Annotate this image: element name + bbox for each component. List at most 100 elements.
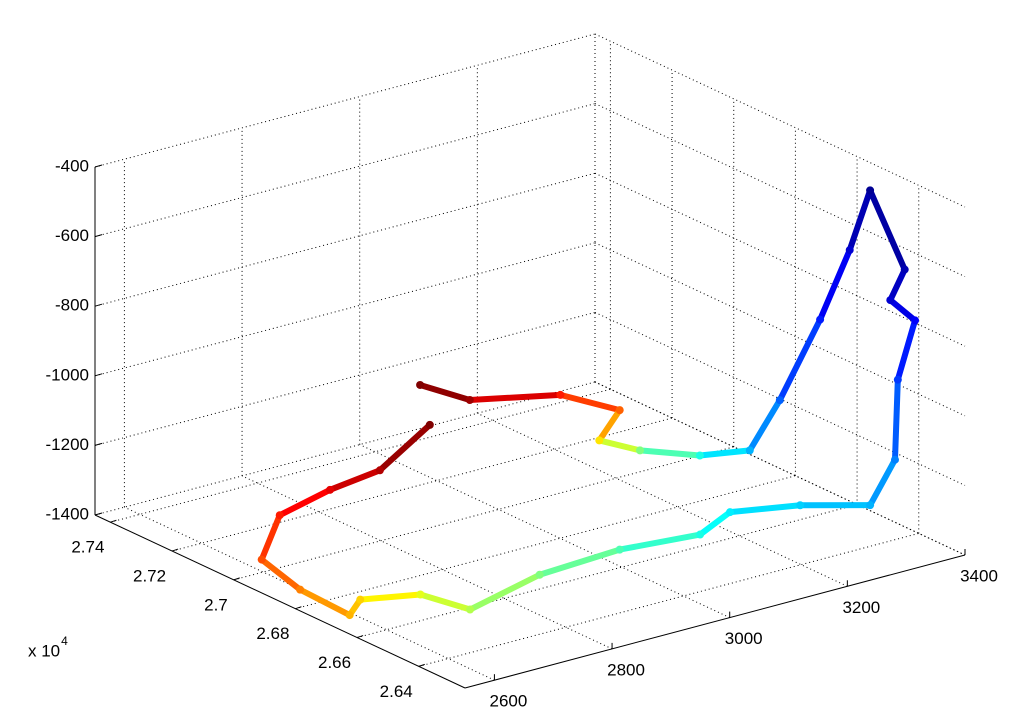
y-tick-label: 2.64 <box>380 682 413 701</box>
trajectory-point <box>695 451 704 460</box>
trajectory-segment <box>596 437 644 454</box>
grid-line <box>94 172 596 307</box>
trajectory-point <box>615 406 624 415</box>
trajectory-segment <box>557 391 623 414</box>
trajectory-point <box>866 501 875 510</box>
x-tick-label: 3200 <box>842 598 880 617</box>
y-tick <box>110 519 117 523</box>
trajectory-segment <box>376 421 433 474</box>
trajectory-segment <box>817 247 853 323</box>
x-tick-label: 3000 <box>725 629 763 648</box>
trajectory-point <box>893 375 902 384</box>
trajectory-point <box>416 380 425 389</box>
trajectory-segment <box>357 591 424 603</box>
trajectory-point <box>326 485 335 494</box>
trajectory-point <box>745 446 754 455</box>
z-tick-label: -400 <box>55 156 89 175</box>
grid-line <box>594 172 966 347</box>
trajectory-point <box>890 455 899 464</box>
trajectory-segment <box>891 376 901 463</box>
x-tick-label: 3400 <box>960 566 998 585</box>
trajectory-segment <box>596 407 623 444</box>
z-tick-label: -1200 <box>46 435 89 454</box>
trajectory-point <box>911 316 920 325</box>
y-tick <box>295 606 302 610</box>
trajectory-point <box>900 265 909 274</box>
grid-line <box>94 311 596 446</box>
y-multiplier: x 10 <box>28 641 60 660</box>
trajectory-point <box>845 246 854 255</box>
trajectory-segment <box>887 297 919 324</box>
trajectory-point <box>816 315 825 324</box>
y-tick <box>418 663 425 667</box>
trajectory-point <box>375 466 384 475</box>
y-tick-label: 2.66 <box>318 653 351 672</box>
trajectory-segment <box>616 531 704 553</box>
y-axis-line <box>94 514 466 689</box>
y-tick-label: 2.7 <box>204 595 228 614</box>
grid-line <box>356 504 858 639</box>
trajectory-segment <box>894 317 919 383</box>
grid-line <box>233 446 734 581</box>
trajectory-point <box>775 396 784 405</box>
trajectory-segment <box>696 447 753 459</box>
grid-line <box>94 381 596 516</box>
z-tick-label: -600 <box>55 226 89 245</box>
grid-line <box>594 103 966 278</box>
grid-layer <box>94 33 966 681</box>
z-tick <box>94 164 103 168</box>
trajectory-point <box>866 186 875 195</box>
trajectory-point <box>696 530 705 539</box>
trajectory-segment <box>637 447 703 459</box>
trajectory-point <box>886 296 895 305</box>
trajectory-segment <box>887 266 908 304</box>
trajectory-point <box>257 555 266 564</box>
trajectory-segment <box>258 556 304 593</box>
trajectory-point <box>465 396 474 405</box>
trajectory-segment <box>536 546 623 578</box>
trajectory-segment <box>467 571 543 613</box>
trajectory-point <box>345 611 354 620</box>
trajectory-point <box>275 511 284 520</box>
trajectory-point <box>725 508 734 517</box>
trajectory-segment <box>776 316 824 404</box>
x-tick-label: 2800 <box>607 660 645 679</box>
z-tick-label: -1000 <box>46 365 89 384</box>
grid-line <box>594 381 966 556</box>
trajectory-point <box>296 585 305 594</box>
trajectory-segment <box>417 591 474 613</box>
trajectory-point <box>416 590 425 599</box>
trajectory-segment <box>846 187 874 254</box>
trajectory-segment <box>726 502 804 516</box>
z-tick <box>94 512 103 516</box>
trajectory-point <box>556 390 565 399</box>
grid-line <box>94 103 596 238</box>
trajectory-segment <box>867 187 908 273</box>
grid-line <box>594 242 966 417</box>
trajectory-point <box>535 570 544 579</box>
trajectory-segment <box>417 381 473 404</box>
trajectory-segment <box>258 512 283 563</box>
data-layer <box>257 186 920 620</box>
trajectory-segment <box>867 456 898 509</box>
trajectory-point <box>796 501 805 510</box>
y-tick <box>233 577 240 581</box>
grid-line <box>94 33 596 168</box>
z-tick <box>94 303 103 307</box>
y-tick-label: 2.68 <box>256 624 289 643</box>
z-tick-label: -800 <box>55 296 89 315</box>
trajectory-segment <box>297 586 353 619</box>
grid-line <box>359 444 730 619</box>
trajectory-segment <box>466 391 564 404</box>
grid-line <box>94 242 596 377</box>
x-axis-line <box>464 554 966 689</box>
z-tick <box>94 234 103 238</box>
trajectory-point <box>595 436 604 445</box>
trajectory-point <box>615 545 624 554</box>
grid-line <box>477 412 848 587</box>
y-tick-label: 2.72 <box>133 567 166 586</box>
y-tick-label: 2.74 <box>71 538 104 557</box>
y-multiplier-exponent: 4 <box>61 634 68 648</box>
trajectory-segment <box>327 467 383 493</box>
